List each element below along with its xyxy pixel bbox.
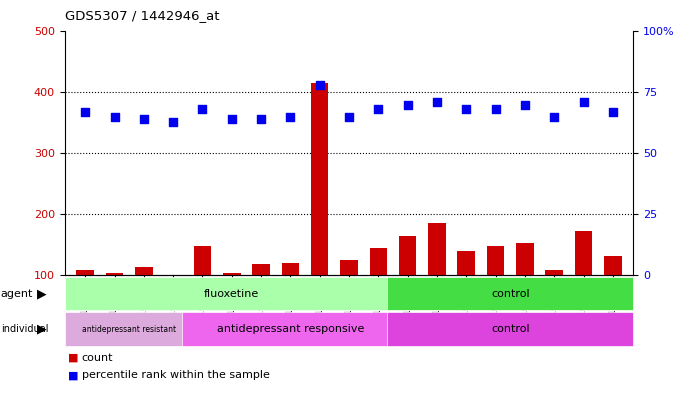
Point [226, 116, 237, 122]
Text: percentile rank within the sample: percentile rank within the sample [82, 370, 270, 380]
Bar [193, 246, 211, 336]
Bar [164, 275, 182, 336]
Bar [387, 312, 633, 346]
Bar [458, 251, 475, 336]
Point [549, 114, 560, 120]
Bar [311, 83, 328, 336]
Bar [252, 264, 270, 336]
Point [197, 106, 208, 112]
Point [109, 114, 120, 120]
Text: agent: agent [1, 289, 33, 299]
Bar [65, 277, 399, 310]
Point [314, 82, 325, 88]
Text: individual: individual [1, 324, 48, 334]
Bar [487, 246, 505, 336]
Text: control: control [491, 324, 530, 334]
Point [520, 101, 530, 108]
Point [80, 109, 91, 115]
Text: GDS5307 / 1442946_at: GDS5307 / 1442946_at [65, 9, 219, 22]
Bar [575, 231, 592, 336]
Bar [516, 243, 534, 336]
Point [138, 116, 149, 122]
Point [285, 114, 296, 120]
Text: count: count [82, 353, 113, 363]
Point [255, 116, 266, 122]
Bar [135, 267, 153, 336]
Text: fluoxetine: fluoxetine [204, 289, 259, 299]
Text: antidepressant responsive: antidepressant responsive [217, 324, 364, 334]
Point [490, 106, 501, 112]
Point [402, 101, 413, 108]
Bar [399, 235, 416, 336]
Text: control: control [491, 289, 530, 299]
Text: ■: ■ [68, 370, 78, 380]
Point [343, 114, 354, 120]
Bar [370, 248, 387, 336]
Bar [340, 260, 358, 336]
Point [607, 109, 618, 115]
Text: antidepressant resistant: antidepressant resistant [82, 325, 176, 334]
Bar [182, 312, 399, 346]
Bar [282, 263, 299, 336]
Bar [65, 312, 193, 346]
Bar [76, 270, 94, 336]
Point [461, 106, 472, 112]
Point [432, 99, 443, 105]
Text: ■: ■ [68, 353, 78, 363]
Point [168, 118, 178, 125]
Point [578, 99, 589, 105]
Bar [428, 223, 446, 336]
Text: ▶: ▶ [37, 323, 46, 336]
Bar [545, 270, 563, 336]
Bar [223, 273, 240, 336]
Point [373, 106, 384, 112]
Text: ▶: ▶ [37, 287, 46, 300]
Bar [604, 255, 622, 336]
Bar [387, 277, 633, 310]
Bar [106, 273, 123, 336]
